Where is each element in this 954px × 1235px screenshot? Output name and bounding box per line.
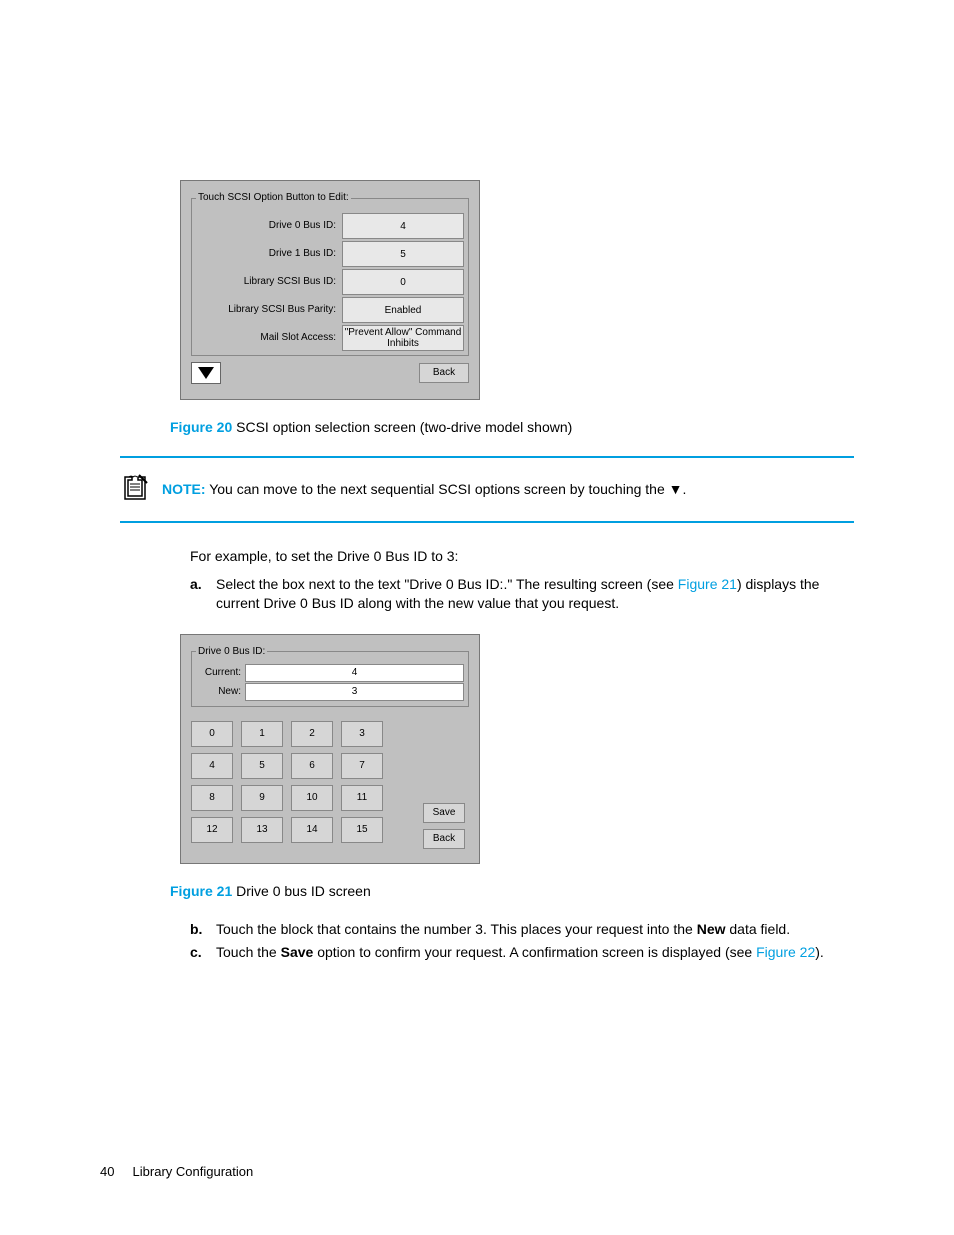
step-b-bold: New: [697, 921, 726, 937]
step-c-text2: option to confirm your request. A confir…: [313, 944, 756, 960]
scsi-fieldset-label: Touch SCSI Option Button to Edit:: [196, 191, 351, 205]
figure-20-caption: Figure 20 SCSI option selection screen (…: [170, 418, 854, 438]
step-a-text1: Select the box next to the text "Drive 0…: [216, 576, 678, 592]
mail-slot-access-button[interactable]: "Prevent Allow" Command Inhibits: [342, 325, 464, 351]
note-icon: [120, 472, 150, 508]
note-body-1: You can move to the next sequential SCSI…: [206, 481, 669, 497]
note-rule-bottom: [120, 521, 854, 523]
drive-fieldset: Drive 0 Bus ID: Current: 4 New: 3: [191, 645, 469, 707]
down-triangle-icon: ▼: [669, 481, 683, 497]
key-15[interactable]: 15: [341, 817, 383, 843]
note-block: NOTE: You can move to the next sequentia…: [120, 468, 854, 512]
scsi-option-panel: Touch SCSI Option Button to Edit: Drive …: [180, 180, 480, 400]
figure-21-link[interactable]: Figure 21: [678, 576, 737, 592]
scsi-row: Drive 1 Bus ID: 5: [196, 241, 464, 267]
scsi-fieldset: Touch SCSI Option Button to Edit: Drive …: [191, 191, 469, 356]
scsi-row-label: Drive 0 Bus ID:: [196, 219, 342, 233]
figure-22-link[interactable]: Figure 22: [756, 944, 815, 960]
key-13[interactable]: 13: [241, 817, 283, 843]
ordered-list: a. Select the box next to the text "Driv…: [190, 575, 854, 614]
current-row: Current: 4: [196, 664, 464, 682]
ordered-list: b. Touch the block that contains the num…: [190, 920, 854, 963]
step-c-text3: ).: [815, 944, 824, 960]
scsi-bottom-bar: Back: [191, 362, 469, 384]
key-10[interactable]: 10: [291, 785, 333, 811]
step-b-text2: data field.: [726, 921, 791, 937]
current-value-field: 4: [245, 664, 464, 682]
key-8[interactable]: 8: [191, 785, 233, 811]
next-page-button[interactable]: [191, 362, 221, 384]
scsi-row: Library SCSI Bus Parity: Enabled: [196, 297, 464, 323]
step-b-text1: Touch the block that contains the number…: [216, 921, 697, 937]
chevron-down-icon: [198, 367, 214, 379]
step-c-text1: Touch the: [216, 944, 281, 960]
list-item: c. Touch the Save option to confirm your…: [190, 943, 854, 963]
scsi-row: Mail Slot Access: "Prevent Allow" Comman…: [196, 325, 464, 351]
scsi-row-label: Library SCSI Bus ID:: [196, 275, 342, 289]
note-text: NOTE: You can move to the next sequentia…: [162, 480, 686, 500]
figure-20-label: Figure 20: [170, 419, 232, 435]
scsi-row: Library SCSI Bus ID: 0: [196, 269, 464, 295]
scsi-row-label: Library SCSI Bus Parity:: [196, 303, 342, 317]
key-14[interactable]: 14: [291, 817, 333, 843]
back-button[interactable]: Back: [419, 363, 469, 383]
page-footer: 40 Library Configuration: [100, 1163, 253, 1181]
list-marker: a.: [190, 575, 208, 614]
list-marker: c.: [190, 943, 208, 963]
page: Touch SCSI Option Button to Edit: Drive …: [0, 0, 954, 1235]
note-body-2: .: [683, 481, 687, 497]
scsi-row-label: Mail Slot Access:: [196, 331, 342, 345]
key-2[interactable]: 2: [291, 721, 333, 747]
new-value-field: 3: [245, 683, 464, 701]
list-text: Select the box next to the text "Drive 0…: [216, 575, 854, 614]
example-intro: For example, to set the Drive 0 Bus ID t…: [190, 547, 854, 567]
drive1-bus-id-button[interactable]: 5: [342, 241, 464, 267]
drive-action-buttons: Save Back: [423, 803, 465, 849]
step-c-bold: Save: [281, 944, 314, 960]
note-rule-top: [120, 456, 854, 458]
current-label: Current:: [196, 666, 245, 680]
figure-21-caption: Figure 21 Drive 0 bus ID screen: [170, 882, 854, 902]
section-title: Library Configuration: [133, 1164, 254, 1179]
key-3[interactable]: 3: [341, 721, 383, 747]
list-text: Touch the block that contains the number…: [216, 920, 790, 940]
list-item: a. Select the box next to the text "Driv…: [190, 575, 854, 614]
figure-21-label: Figure 21: [170, 883, 232, 899]
scsi-row-label: Drive 1 Bus ID:: [196, 247, 342, 261]
figure-20-text: SCSI option selection screen (two-drive …: [232, 419, 572, 435]
scsi-row: Drive 0 Bus ID: 4: [196, 213, 464, 239]
key-11[interactable]: 11: [341, 785, 383, 811]
key-12[interactable]: 12: [191, 817, 233, 843]
new-row: New: 3: [196, 683, 464, 701]
list-item: b. Touch the block that contains the num…: [190, 920, 854, 940]
key-5[interactable]: 5: [241, 753, 283, 779]
key-0[interactable]: 0: [191, 721, 233, 747]
list-text: Touch the Save option to confirm your re…: [216, 943, 824, 963]
page-number: 40: [100, 1164, 114, 1179]
note-label: NOTE:: [162, 481, 206, 497]
figure-21-text: Drive 0 bus ID screen: [232, 883, 371, 899]
library-scsi-bus-id-button[interactable]: 0: [342, 269, 464, 295]
key-6[interactable]: 6: [291, 753, 333, 779]
key-4[interactable]: 4: [191, 753, 233, 779]
drive-fieldset-label: Drive 0 Bus ID:: [196, 645, 267, 659]
save-button[interactable]: Save: [423, 803, 465, 823]
drive0-bus-id-button[interactable]: 4: [342, 213, 464, 239]
drive0-bus-id-panel: Drive 0 Bus ID: Current: 4 New: 3 0 1 2 …: [180, 634, 480, 864]
new-label: New:: [196, 685, 245, 699]
key-1[interactable]: 1: [241, 721, 283, 747]
list-marker: b.: [190, 920, 208, 940]
back-button[interactable]: Back: [423, 829, 465, 849]
key-7[interactable]: 7: [341, 753, 383, 779]
library-scsi-parity-button[interactable]: Enabled: [342, 297, 464, 323]
key-9[interactable]: 9: [241, 785, 283, 811]
